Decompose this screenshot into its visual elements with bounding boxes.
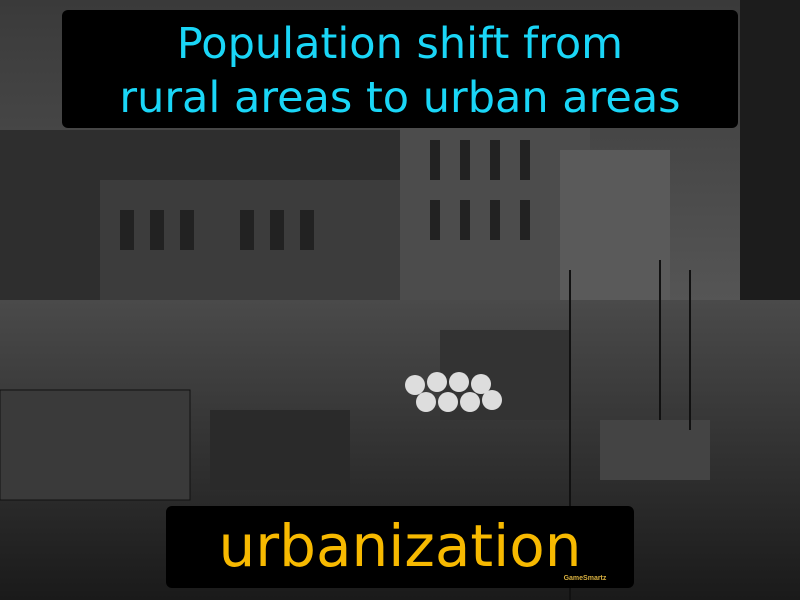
term-box — [166, 506, 634, 588]
definition-line: rural areas to urban areas — [119, 73, 680, 123]
definition-line: Population shift from — [177, 19, 623, 69]
watermark: GameSmartz — [564, 575, 607, 582]
definition-box — [62, 10, 738, 128]
term: urbanization — [219, 512, 582, 580]
